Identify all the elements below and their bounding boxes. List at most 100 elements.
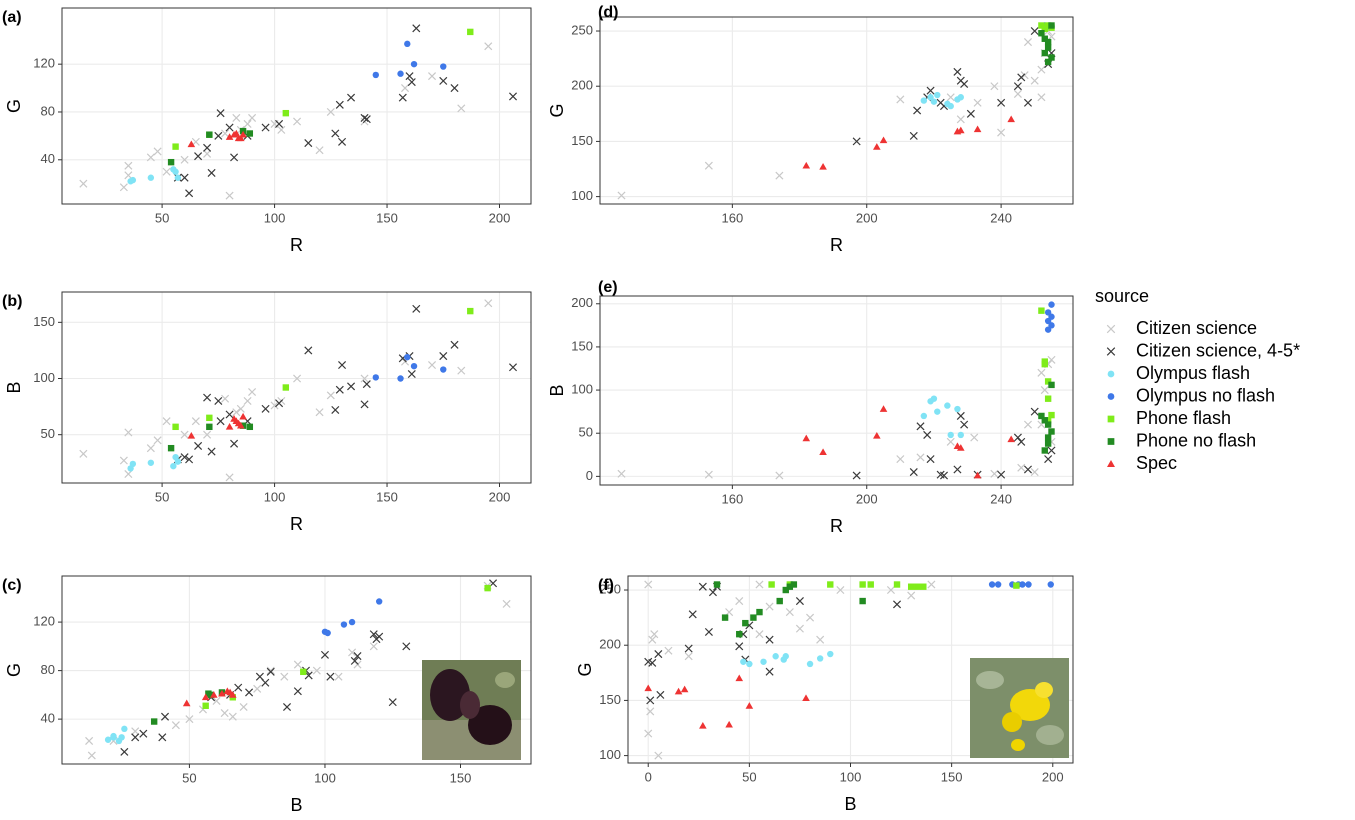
point [228,691,237,698]
point [182,699,191,707]
point [934,408,941,415]
point [704,161,713,170]
y-tick-label: 40 [41,151,55,166]
point [1030,407,1039,416]
point [214,396,223,406]
x-tick-label: 50 [155,210,169,225]
point [1041,360,1048,368]
point [353,652,362,661]
plot-border [627,575,1074,764]
point [270,401,279,410]
plot-border [61,291,532,484]
point [502,599,511,608]
point [484,42,493,51]
point [909,468,918,477]
point [873,143,881,150]
point [795,597,804,606]
point [147,459,155,466]
point [1007,435,1015,443]
point [185,715,194,724]
legend-key [1106,347,1116,356]
legend-key [1107,438,1115,445]
point [203,393,212,402]
point [1037,93,1046,102]
inset-photo-pea [422,660,521,760]
panel-label: (f) [598,577,614,594]
point [185,455,194,464]
legend-title: source [1095,286,1149,306]
point [206,423,213,431]
point [819,448,827,456]
point [467,28,474,36]
point [362,115,371,124]
point [1048,411,1055,419]
point [119,456,128,465]
point [1007,115,1015,123]
point [698,582,707,591]
point [704,470,713,479]
x-tick-label: 150 [450,770,472,785]
point [207,168,216,177]
point [216,109,225,118]
point [873,432,881,439]
point [412,24,421,33]
point [124,161,133,170]
legend-label: Phone no flash [1136,430,1256,450]
point [736,630,743,638]
point [755,580,764,589]
point [1044,378,1052,385]
point [203,143,212,152]
point [1044,22,1052,29]
point [218,689,226,697]
point [369,642,378,651]
point [326,107,335,117]
point [768,581,775,588]
point [172,168,179,175]
point [239,422,247,429]
point [956,115,965,124]
point [1017,463,1026,472]
point [1037,368,1046,377]
point [180,173,189,182]
point [261,123,270,132]
point [237,421,245,429]
point [353,660,362,669]
point [230,153,239,162]
point [775,171,784,180]
point [973,125,982,133]
plot-border [61,7,532,205]
point [939,471,949,480]
legend-key [1106,324,1116,334]
point [920,412,928,420]
point [315,146,324,155]
point [119,183,128,192]
point [282,109,290,117]
point [207,447,216,456]
y-axis-label: G [4,663,24,677]
point [348,618,356,626]
point [324,629,331,637]
point [1017,73,1026,82]
point [654,650,663,659]
point [234,683,243,692]
point [350,656,359,665]
point [110,734,117,741]
point [129,460,137,468]
point [87,751,96,760]
point [827,581,834,588]
point [129,176,137,184]
point [1044,58,1052,66]
point [410,362,418,370]
point [1048,313,1055,320]
y-tick-label: 100 [571,382,593,397]
point [1023,420,1033,429]
point [644,684,653,692]
point [331,129,340,138]
point [852,137,861,146]
point [1047,581,1054,588]
point [782,653,789,660]
point [930,98,938,105]
point [973,471,982,479]
point [282,702,292,712]
point [146,444,155,453]
